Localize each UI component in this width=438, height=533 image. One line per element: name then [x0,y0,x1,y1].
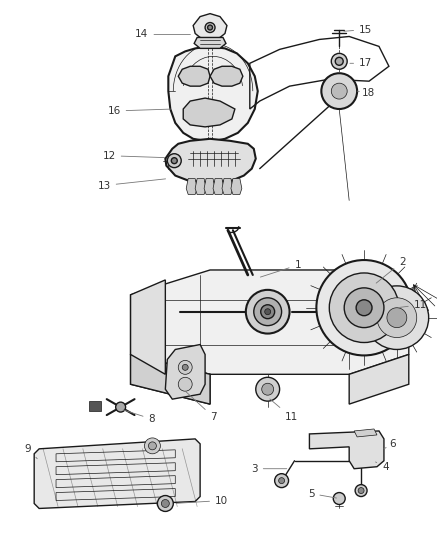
Circle shape [356,300,372,316]
Circle shape [344,288,384,328]
Circle shape [265,309,271,314]
Circle shape [256,377,279,401]
Text: 2: 2 [376,257,406,283]
Polygon shape [183,98,235,127]
Polygon shape [231,179,242,195]
Polygon shape [178,66,210,86]
Circle shape [262,383,274,395]
Polygon shape [204,179,215,195]
Text: 15: 15 [344,25,372,35]
Circle shape [333,492,345,504]
Circle shape [178,360,192,374]
Circle shape [261,305,275,319]
Polygon shape [131,280,165,374]
Text: 9: 9 [25,444,37,459]
Circle shape [331,53,347,69]
Polygon shape [354,429,377,437]
Polygon shape [193,14,227,39]
Circle shape [167,154,181,168]
Text: 17: 17 [350,58,372,68]
Text: 18: 18 [357,88,375,98]
Text: 7: 7 [185,391,217,422]
Polygon shape [194,37,226,49]
Circle shape [387,308,407,328]
Circle shape [205,22,215,33]
Polygon shape [213,179,224,195]
Circle shape [358,488,364,494]
Circle shape [254,298,282,326]
Circle shape [182,365,188,370]
Circle shape [161,499,170,507]
Text: 11: 11 [270,399,298,422]
Text: 4: 4 [375,462,389,472]
Text: 12: 12 [102,151,165,161]
Circle shape [321,73,357,109]
Text: 6: 6 [384,439,396,449]
Polygon shape [131,354,210,404]
Circle shape [329,273,399,343]
Text: 3: 3 [251,464,287,474]
Circle shape [331,83,347,99]
Circle shape [145,438,160,454]
Circle shape [335,58,343,65]
Text: 14: 14 [135,29,191,39]
Text: 10: 10 [176,496,228,505]
Polygon shape [210,66,243,86]
Circle shape [316,260,412,356]
Circle shape [157,496,173,512]
Circle shape [279,478,285,483]
Polygon shape [131,354,210,404]
Polygon shape [131,270,409,374]
Polygon shape [349,354,409,404]
Polygon shape [186,179,197,195]
Circle shape [148,442,156,450]
Text: 13: 13 [97,179,166,190]
Circle shape [116,402,126,412]
Circle shape [365,286,429,350]
Text: 11: 11 [399,300,427,310]
Polygon shape [168,46,258,141]
Circle shape [171,158,177,164]
Text: 16: 16 [107,106,170,116]
Polygon shape [165,344,205,399]
Text: 5: 5 [308,489,336,498]
Circle shape [275,474,289,488]
Polygon shape [34,439,200,508]
Circle shape [208,25,212,30]
Polygon shape [222,179,233,195]
Polygon shape [89,401,101,411]
Polygon shape [195,179,206,195]
Circle shape [246,290,290,334]
Text: 8: 8 [123,410,155,424]
Polygon shape [309,431,384,469]
Circle shape [178,377,192,391]
Text: 1: 1 [261,260,301,277]
Circle shape [377,298,417,337]
Circle shape [355,484,367,497]
Polygon shape [165,139,256,182]
